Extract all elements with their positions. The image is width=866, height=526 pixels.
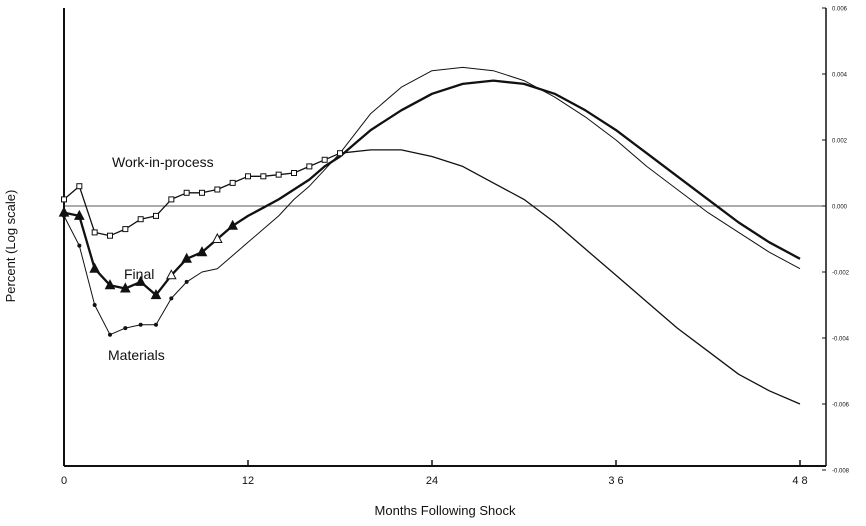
marker-work-in-process — [275, 171, 282, 178]
series-line-materials — [63, 66, 801, 336]
marker-work-in-process — [91, 229, 98, 236]
marker-work-in-process — [337, 150, 343, 157]
marker-work-in-process — [321, 156, 328, 163]
y-tick-label: 0.004 — [832, 73, 848, 79]
series-label-materials: Materials — [108, 347, 165, 363]
x-tick-label: 24 — [426, 475, 438, 487]
marker-final — [104, 279, 116, 290]
marker-materials — [169, 296, 174, 301]
series-line-work-in-process — [63, 149, 801, 405]
marker-final — [135, 275, 146, 286]
marker-work-in-process — [168, 196, 175, 203]
marker-materials — [62, 213, 66, 218]
marker-work-in-process — [61, 196, 67, 203]
x-axis-title: Months Following Shock — [375, 503, 516, 518]
marker-materials — [108, 332, 112, 337]
marker-work-in-process — [76, 183, 83, 190]
x-tick-label: 3 6 — [608, 475, 623, 487]
y-tick-layer: -0.008 -0.006 -0.004 -0.002 0.000 0.002 0.004 0… — [822, 7, 850, 475]
marker-final — [120, 282, 131, 293]
x-tick-label: 4 8 — [792, 475, 807, 487]
marker-final — [196, 246, 208, 257]
y-tick-label: -0.006 — [832, 403, 850, 409]
marker-materials — [92, 303, 97, 307]
series-label-final: Final — [124, 266, 154, 282]
marker-materials — [184, 279, 189, 284]
y-tick-label: -0.004 — [832, 337, 850, 343]
marker-work-in-process — [199, 189, 205, 196]
marker-materials — [77, 243, 82, 248]
marker-materials — [138, 322, 143, 327]
series-layer — [63, 66, 801, 405]
marker-materials — [123, 326, 128, 331]
marker-work-in-process — [245, 173, 251, 180]
marker-work-in-process — [306, 163, 313, 170]
y-tick-label: 0.002 — [832, 139, 848, 145]
y-axis-title: Percent (Log scale) — [3, 190, 18, 303]
marker-final — [89, 262, 100, 273]
marker-final — [181, 252, 192, 263]
x-tick-layer: 0 12 24 3 6 4 8 — [61, 460, 808, 487]
marker-final — [212, 232, 223, 243]
marker-work-in-process — [122, 226, 129, 233]
marker-work-in-process — [183, 189, 190, 196]
marker-work-in-process — [214, 186, 221, 193]
series-line-final — [63, 79, 801, 297]
marker-work-in-process — [229, 179, 236, 186]
plot-area — [63, 8, 827, 467]
marker-final — [227, 219, 238, 230]
marker-final — [166, 269, 177, 280]
x-tick-label: 0 — [61, 475, 67, 487]
y-tick-label: -0.002 — [832, 271, 850, 277]
series-label-work-in-process: Work-in-process — [112, 154, 214, 170]
marker-work-in-process — [153, 212, 159, 219]
x-tick-label: 12 — [242, 475, 254, 487]
marker-final — [150, 289, 162, 300]
y-tick-label: 0.000 — [832, 205, 848, 211]
marker-work-in-process — [137, 216, 144, 223]
marker-work-in-process — [107, 232, 113, 239]
marker-final — [74, 209, 85, 220]
marker-materials — [154, 322, 158, 327]
marker-work-in-process — [260, 173, 267, 180]
y-tick-label: 0.006 — [832, 7, 848, 13]
y-tick-label: -0.008 — [832, 469, 850, 475]
marker-layer — [58, 150, 343, 337]
marker-work-in-process — [291, 170, 297, 176]
